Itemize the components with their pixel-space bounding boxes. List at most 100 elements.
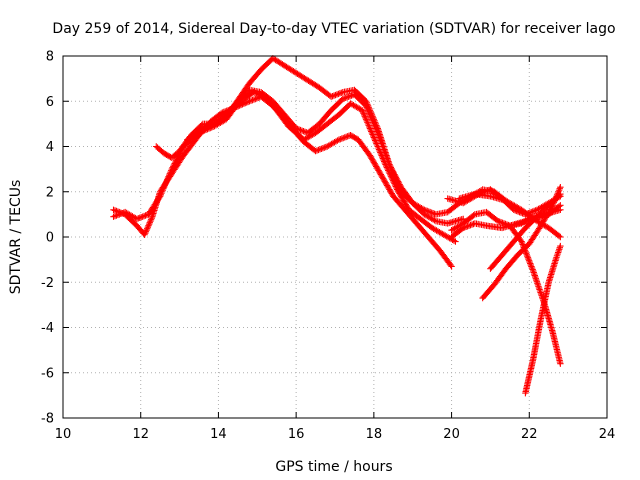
data-point: [345, 93, 352, 100]
data-point: [390, 170, 397, 177]
data-point: [366, 125, 374, 132]
data-point: [170, 163, 177, 170]
x-tick-label: 10: [55, 427, 72, 442]
chart-title: Day 259 of 2014, Sidereal Day-to-day VTE…: [52, 21, 615, 37]
data-point: [362, 114, 369, 122]
data-point: [386, 186, 393, 193]
data-point: [370, 159, 378, 166]
data-point: [163, 177, 170, 185]
data-point: [333, 91, 341, 98]
data-point: [518, 238, 525, 245]
data-point: [160, 185, 167, 192]
data-point: [360, 110, 367, 117]
data-point: [367, 126, 374, 134]
data-point: [212, 119, 219, 127]
data-point: [172, 158, 179, 166]
data-point: [497, 219, 505, 226]
y-tick-label: 8: [46, 50, 54, 65]
data-point: [110, 213, 117, 220]
data-point: [169, 164, 176, 171]
data-point: [461, 224, 468, 231]
data-point: [388, 167, 396, 174]
data-point: [143, 227, 150, 234]
data-point: [366, 152, 374, 159]
data-point: [168, 165, 175, 173]
data-point: [312, 147, 319, 155]
data-point: [165, 173, 172, 180]
data-point: [381, 178, 388, 185]
data-point: [378, 172, 385, 180]
data-point: [421, 206, 428, 214]
data-point: [318, 145, 325, 152]
x-tick-label: 16: [288, 427, 305, 442]
data-point: [400, 197, 407, 204]
data-point: [524, 253, 531, 260]
data-point: [460, 224, 467, 232]
data-point: [373, 122, 380, 129]
data-point: [395, 184, 403, 191]
data-point: [339, 95, 346, 103]
data-point: [362, 116, 370, 123]
data-point: [174, 154, 181, 162]
data-point: [117, 210, 124, 218]
data-point: [144, 223, 152, 231]
data-point: [387, 189, 395, 196]
data-point: [206, 122, 214, 129]
data-point: [390, 171, 398, 179]
data-point: [167, 167, 175, 174]
data-point: [171, 160, 178, 167]
data-point: [403, 202, 410, 209]
data-point: [202, 123, 209, 131]
y-tick-label: -8: [41, 412, 54, 427]
data-point: [360, 111, 368, 119]
data-point: [330, 92, 338, 99]
data-point: [555, 232, 563, 240]
data-point: [338, 135, 345, 142]
data-point: [370, 134, 378, 141]
data-point: [518, 239, 526, 247]
data-point: [295, 126, 303, 133]
data-point: [342, 133, 350, 141]
data-point: [527, 260, 534, 267]
data-point: [364, 120, 372, 128]
data-point: [141, 231, 148, 238]
data-point: [428, 209, 435, 216]
data-point: [135, 215, 142, 222]
data-point: [335, 136, 343, 143]
data-point: [145, 220, 153, 228]
data-point: [452, 238, 459, 245]
data-point: [462, 223, 470, 231]
data-point: [387, 164, 394, 171]
data-point: [368, 110, 375, 117]
data-point: [369, 113, 376, 120]
data-point: [156, 193, 164, 200]
data-point: [157, 191, 164, 198]
data-point: [557, 242, 564, 250]
data-point: [203, 123, 211, 130]
x-tick-label: 22: [521, 427, 538, 442]
data-point: [116, 211, 123, 218]
y-tick-label: -6: [41, 366, 54, 381]
data-point: [372, 120, 379, 128]
data-point: [557, 184, 564, 191]
data-point: [142, 228, 150, 235]
data-point: [365, 122, 372, 129]
data-point: [198, 126, 205, 133]
data-point: [170, 161, 178, 169]
data-point: [521, 245, 528, 253]
data-point: [166, 170, 174, 177]
data-point: [156, 194, 163, 201]
data-point: [249, 96, 256, 104]
data-point: [164, 176, 171, 183]
data-point: [111, 207, 119, 214]
data-point: [294, 125, 301, 133]
data-point: [158, 188, 166, 195]
x-tick-label: 12: [132, 427, 149, 442]
data-point: [394, 181, 402, 188]
data-point: [111, 212, 119, 220]
data-point: [382, 179, 389, 186]
data-point: [147, 217, 154, 225]
data-point: [147, 216, 155, 223]
data-point: [493, 216, 501, 224]
x-tick-label: 20: [443, 427, 460, 442]
